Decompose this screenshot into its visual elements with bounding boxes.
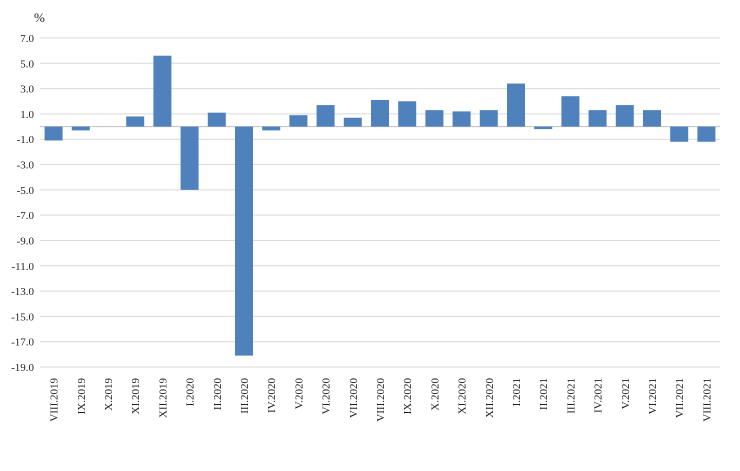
x-category-label: III.2021	[565, 378, 577, 414]
bar-xi-2019	[126, 116, 145, 127]
bar-viii-2021	[697, 126, 716, 142]
x-category-label: III.2020	[239, 378, 251, 414]
x-category-label: IX.2019	[76, 378, 88, 415]
y-tick-label: -5.0	[17, 185, 35, 197]
y-tick-label: 7.0	[20, 33, 34, 45]
y-tick-label: -9.0	[17, 235, 35, 247]
gridlines	[40, 37, 720, 368]
y-axis-ticks: 7.0 5.0 3.0 1.0 -1.0 -3.0 -5.0 -7.0 -9.0 -11.0 -13…	[11, 33, 34, 374]
bar-viii-2020	[371, 100, 389, 127]
y-tick-label: -13.0	[11, 286, 34, 298]
x-category-label: IV.2021	[593, 378, 605, 413]
y-tick-label: -11.0	[11, 261, 34, 273]
x-category-label: X.2019	[103, 378, 115, 411]
x-category-label: VIII.2021	[701, 378, 713, 422]
bar-xii-2019	[153, 55, 172, 127]
y-tick-label: 3.0	[20, 84, 34, 96]
bar-v-2021	[615, 105, 634, 127]
bar-ix-2020	[398, 101, 417, 127]
x-category-label: IX.2020	[402, 378, 414, 415]
x-category-label: VIII.2020	[375, 378, 387, 422]
bar-vi-2021	[643, 110, 661, 127]
bar-i-2020	[180, 126, 199, 190]
x-category-label: XII.2019	[157, 378, 169, 419]
x-category-label: VI.2021	[647, 378, 659, 414]
bar-x-2020	[425, 110, 444, 127]
bar-ii-2021	[534, 126, 553, 130]
y-tick-label: -1.0	[17, 134, 35, 146]
bar-iv-2021	[588, 110, 607, 127]
x-category-label: XII.2020	[484, 378, 496, 419]
x-category-label: VIII.2019	[49, 378, 61, 422]
x-category-label: X.2020	[429, 378, 441, 411]
y-tick-label: -15.0	[11, 311, 34, 323]
bar-ix-2019	[71, 126, 90, 131]
y-tick-label: -17.0	[11, 337, 34, 349]
x-category-label: I.2021	[511, 378, 523, 406]
x-category-label: VI.2020	[321, 378, 333, 415]
bar-vi-2020	[316, 105, 335, 127]
x-category-label: V.2021	[620, 378, 632, 409]
y-tick-label: -7.0	[17, 210, 35, 222]
bar-iv-2020	[262, 126, 281, 131]
bars	[44, 55, 716, 356]
x-category-label: VII.2020	[348, 378, 360, 419]
bar-i-2021	[507, 83, 525, 127]
bar-iii-2021	[561, 96, 580, 127]
y-tick-label: -19.0	[11, 362, 34, 374]
y-axis-unit-label: %	[34, 10, 45, 25]
x-category-label: II.2021	[538, 378, 550, 410]
x-category-label: V.2020	[293, 378, 305, 410]
x-category-label: I.2020	[185, 378, 197, 407]
bar-v-2020	[289, 115, 308, 127]
bar-ii-2020	[207, 112, 226, 127]
bar-xi-2020	[452, 111, 471, 127]
bar-xii-2020	[479, 110, 498, 127]
x-axis-labels: VIII.2019 IX.2019 X.2019 XI.2019 XII.2019 I.2…	[49, 378, 714, 422]
bar-iii-2020	[235, 126, 253, 356]
y-tick-label: -3.0	[17, 160, 35, 172]
x-category-label: XI.2020	[457, 378, 469, 415]
x-category-label: II.2020	[212, 378, 224, 411]
x-category-label: VII.2021	[674, 378, 686, 418]
y-tick-label: 1.0	[20, 109, 34, 121]
x-category-label: IV.2020	[266, 378, 278, 413]
bar-viii-2019	[44, 126, 63, 141]
bar-vii-2020	[343, 117, 362, 127]
x-category-label: XI.2019	[130, 378, 142, 415]
bar-vii-2021	[670, 126, 689, 142]
y-tick-label: 5.0	[20, 58, 34, 70]
